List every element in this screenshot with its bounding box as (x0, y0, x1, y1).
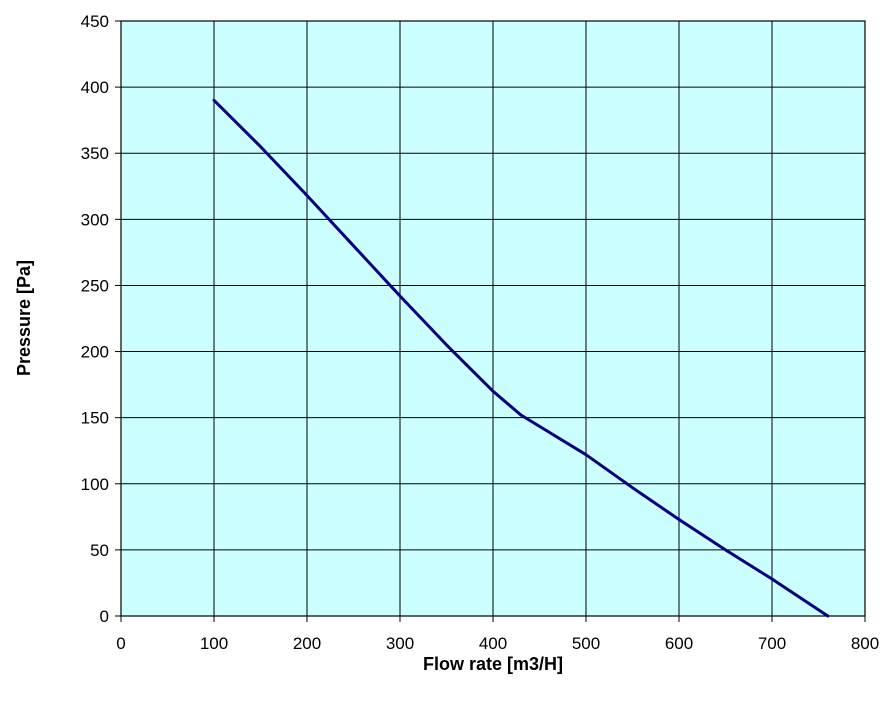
y-tick-label: 0 (100, 607, 109, 626)
y-axis-label: Pressure [Pa] (14, 260, 34, 376)
series-group (212, 98, 830, 618)
x-tick-label: 600 (665, 634, 693, 653)
x-tick-label: 700 (758, 634, 786, 653)
y-tick-label: 450 (81, 12, 109, 31)
y-tick-label: 350 (81, 144, 109, 163)
y-tick-label: 150 (81, 409, 109, 428)
x-axis-ticks: 0 100 200 300 400 500 600 700 800 (116, 616, 879, 653)
x-tick-label: 200 (293, 634, 321, 653)
y-tick-label: 300 (81, 210, 109, 229)
y-tick-label: 50 (90, 541, 109, 560)
x-tick-label: 500 (572, 634, 600, 653)
x-tick-label: 300 (386, 634, 414, 653)
y-tick-label: 400 (81, 78, 109, 97)
y-tick-label: 100 (81, 475, 109, 494)
x-axis-label: Flow rate [m3/H] (423, 654, 563, 674)
x-tick-label: 400 (479, 634, 507, 653)
y-tick-label: 250 (81, 276, 109, 295)
x-tick-label: 100 (200, 634, 228, 653)
y-axis-ticks: 0 50 100 150 200 250 300 350 400 450 (81, 12, 121, 626)
x-tick-label: 0 (116, 634, 125, 653)
x-tick-label: 800 (851, 634, 879, 653)
y-tick-label: 200 (81, 343, 109, 362)
series-line (212, 98, 830, 618)
